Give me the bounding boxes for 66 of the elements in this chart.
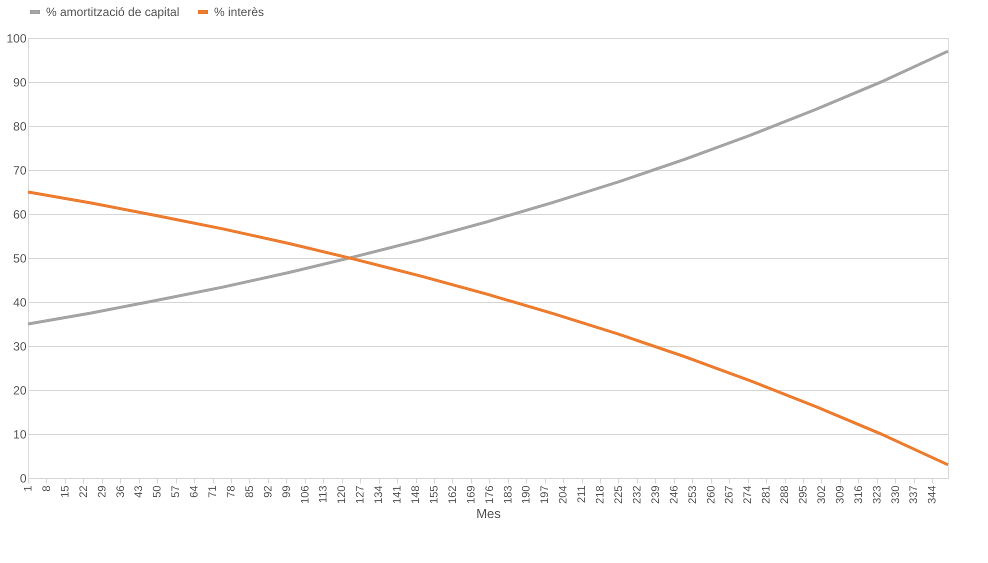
x-tick-label: 239: [650, 486, 662, 504]
y-tick-label: 90: [13, 76, 27, 90]
x-tick-label: 337: [908, 486, 920, 504]
legend-label: % amortització de capital: [46, 5, 180, 19]
x-tick-label: 43: [133, 486, 146, 498]
x-tick-label: 295: [798, 486, 810, 504]
y-tick-label: 0: [20, 472, 27, 486]
x-tick-label: 316: [852, 486, 865, 504]
x-tick-label: 183: [502, 486, 514, 504]
x-axis-title: Mes: [476, 506, 502, 521]
x-tick-label: 71: [207, 486, 220, 498]
x-tick-label: 15: [59, 486, 72, 498]
x-tick-label: 323: [871, 486, 884, 504]
x-tick-label: 176: [484, 486, 496, 504]
x-tick-label: 106: [299, 486, 312, 504]
line-series: [26, 50, 950, 326]
x-tick-label: 260: [705, 486, 718, 504]
x-tick-label: 344: [926, 486, 939, 504]
x-tick-label: 155: [428, 486, 440, 504]
x-tick-label: 36: [114, 486, 127, 498]
y-tick-label: 20: [13, 384, 27, 398]
x-tick-label: 204: [558, 486, 570, 504]
x-tick-label: 8: [40, 486, 53, 492]
x-tick-label: 232: [631, 486, 644, 504]
x-tick-label: 64: [188, 486, 201, 498]
x-tick-label: 113: [318, 486, 330, 504]
x-tick-label: 246: [668, 486, 680, 504]
x-tick-label: 309: [834, 486, 846, 504]
y-tick-label: 30: [13, 340, 27, 354]
y-tick-label: 10: [13, 428, 27, 442]
y-tick-label: 40: [13, 296, 27, 310]
x-tick-label: 302: [816, 486, 828, 504]
x-tick-label: 190: [520, 486, 533, 504]
x-tick-label: 127: [354, 486, 367, 504]
line-series: [26, 190, 950, 466]
x-tick-label: 141: [392, 486, 404, 504]
x-tick-label: 78: [225, 486, 238, 498]
x-tick-label: 288: [779, 486, 792, 504]
x-tick-label: 225: [612, 486, 625, 504]
x-tick-label: 330: [890, 486, 902, 504]
x-tick-label: 281: [760, 486, 773, 504]
x-tick-label: 57: [170, 486, 182, 498]
x-tick-label: 22: [78, 486, 90, 498]
x-tick-label: 92: [262, 486, 274, 498]
y-tick-label: 50: [13, 252, 27, 266]
x-tick-label: 169: [465, 486, 478, 504]
x-tick-label: 1: [22, 486, 34, 492]
y-tick-label: 70: [13, 164, 27, 178]
x-tick-label: 50: [152, 486, 164, 498]
legend-label: % interès: [214, 5, 264, 19]
x-tick-label: 29: [96, 486, 108, 498]
y-tick-label: 100: [6, 32, 27, 46]
x-tick-label: 197: [539, 486, 552, 504]
x-tick-label: 267: [724, 486, 736, 504]
y-tick-label: 80: [13, 120, 27, 134]
x-tick-label: 85: [244, 486, 256, 498]
y-tick-label: 60: [13, 208, 27, 222]
x-tick-label: 148: [410, 486, 422, 504]
x-tick-label: 120: [336, 486, 348, 504]
x-tick-label: 253: [686, 486, 699, 504]
x-tick-label: 162: [446, 486, 459, 504]
x-tick-label: 134: [373, 486, 386, 504]
x-tick-label: 218: [594, 486, 607, 504]
x-tick-label: 99: [280, 486, 293, 498]
x-tick-label: 274: [742, 486, 754, 504]
x-tick-label: 211: [576, 486, 588, 504]
